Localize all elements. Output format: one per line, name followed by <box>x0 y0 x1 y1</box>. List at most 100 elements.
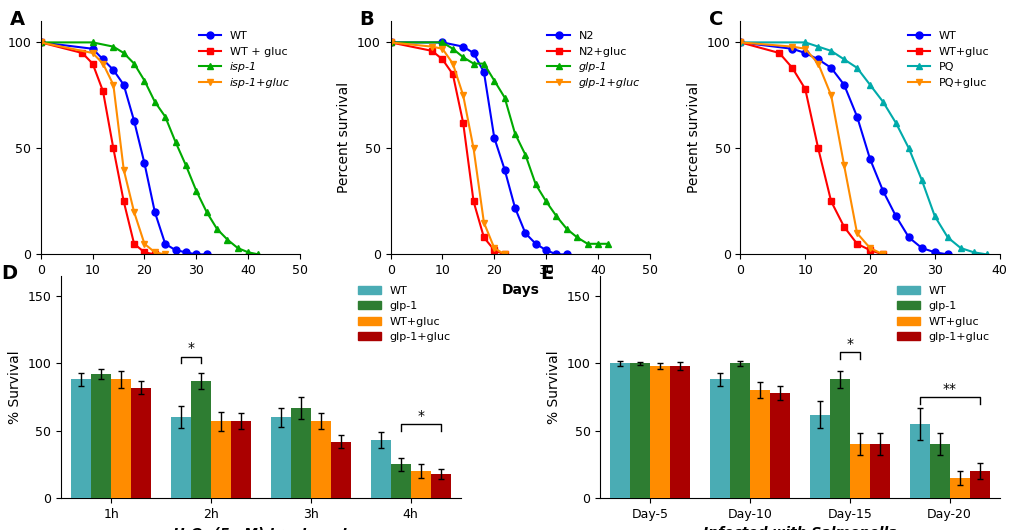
WT <box>149 209 161 215</box>
Legend: WT, glp-1, WT+gluc, glp-1+gluc: WT, glp-1, WT+gluc, glp-1+gluc <box>354 281 454 347</box>
N2+gluc <box>436 56 448 63</box>
Y-axis label: Percent survival: Percent survival <box>337 82 352 193</box>
isp-1 <box>159 113 171 120</box>
WT <box>190 251 202 258</box>
Bar <box>869 444 889 498</box>
isp-1 <box>231 245 244 251</box>
PQ+gluc <box>786 43 798 50</box>
Bar <box>91 374 111 498</box>
Bar <box>969 471 988 498</box>
WT <box>169 247 181 253</box>
WT <box>87 46 99 52</box>
PQ <box>902 145 914 152</box>
PQ <box>798 39 810 46</box>
N2 <box>529 241 541 247</box>
glp-1+gluc <box>436 46 448 52</box>
X-axis label: Days: Days <box>500 282 539 297</box>
Bar <box>649 366 669 498</box>
isp-1 <box>211 226 223 232</box>
Bar <box>909 424 928 498</box>
Y-axis label: % Survival: % Survival <box>8 350 22 423</box>
isp-1 <box>127 60 140 67</box>
PQ+gluc <box>824 92 837 99</box>
Line: PQ: PQ <box>737 39 989 258</box>
N2 <box>457 43 469 50</box>
WT <box>850 113 862 120</box>
Line: PQ+gluc: PQ+gluc <box>737 39 886 258</box>
WT <box>117 82 129 88</box>
Y-axis label: Percent survival: Percent survival <box>0 82 2 193</box>
Text: *: * <box>187 341 195 355</box>
WT <box>786 46 798 52</box>
PQ <box>838 56 850 63</box>
Line: N2: N2 <box>387 39 570 258</box>
N2+gluc <box>498 251 511 258</box>
glp-1 <box>591 241 603 247</box>
WT <box>97 56 109 63</box>
Legend: WT, glp-1, WT+gluc, glp-1+gluc: WT, glp-1, WT+gluc, glp-1+gluc <box>892 281 994 347</box>
N2+gluc <box>467 198 479 205</box>
isp-1+gluc <box>159 251 171 258</box>
glp-1+gluc <box>446 60 459 67</box>
Line: glp-1+gluc: glp-1+gluc <box>387 39 507 258</box>
glp-1 <box>446 46 459 52</box>
glp-1+gluc <box>457 92 469 99</box>
N2 <box>477 69 489 75</box>
WT <box>863 156 875 162</box>
WT+gluc <box>772 50 785 56</box>
PQ+gluc <box>850 230 862 236</box>
isp-1+gluc <box>35 39 47 46</box>
glp-1 <box>498 94 511 101</box>
Bar <box>411 471 430 498</box>
WT + gluc <box>149 251 161 258</box>
glp-1 <box>436 39 448 46</box>
WT+gluc <box>850 241 862 247</box>
WT <box>876 188 889 194</box>
WT + gluc <box>35 39 47 46</box>
N2+gluc <box>488 247 500 253</box>
X-axis label: Days: Days <box>151 282 190 297</box>
WT <box>734 39 746 46</box>
Line: isp-1+gluc: isp-1+gluc <box>38 39 168 258</box>
Line: WT: WT <box>737 39 951 258</box>
Line: glp-1: glp-1 <box>387 39 611 248</box>
PQ <box>941 234 953 241</box>
PQ <box>734 39 746 46</box>
glp-1 <box>539 198 551 205</box>
isp-1 <box>190 188 202 194</box>
Bar <box>71 379 91 498</box>
WT <box>139 160 151 166</box>
Bar <box>809 414 829 498</box>
Line: WT+gluc: WT+gluc <box>737 39 886 258</box>
Y-axis label: % Survival: % Survival <box>546 350 560 423</box>
PQ <box>811 43 823 50</box>
WT + gluc <box>107 145 119 152</box>
Line: WT + gluc: WT + gluc <box>38 39 158 258</box>
Text: C: C <box>708 10 723 29</box>
Bar <box>829 379 849 498</box>
Text: E: E <box>540 264 553 284</box>
glp-1 <box>529 181 541 188</box>
Bar <box>709 379 730 498</box>
Bar <box>211 421 230 498</box>
N2+gluc <box>457 120 469 126</box>
isp-1 <box>87 39 99 46</box>
PQ+gluc <box>838 162 850 169</box>
isp-1+gluc <box>87 50 99 56</box>
WT+gluc <box>876 251 889 258</box>
Bar <box>949 478 969 498</box>
Y-axis label: Percent survival: Percent survival <box>687 82 701 193</box>
WT <box>915 245 927 251</box>
Legend: WT, WT+gluc, PQ, PQ+gluc: WT, WT+gluc, PQ, PQ+gluc <box>903 26 994 92</box>
isp-1 <box>169 139 181 145</box>
WT+gluc <box>863 247 875 253</box>
Line: N2+gluc: N2+gluc <box>387 39 507 258</box>
WT <box>902 234 914 241</box>
WT <box>159 241 171 247</box>
Line: isp-1: isp-1 <box>38 39 262 258</box>
Text: **: ** <box>942 382 956 396</box>
isp-1+gluc <box>107 82 119 88</box>
glp-1+gluc <box>498 251 511 258</box>
Legend: N2, N2+gluc, glp-1, glp-1+gluc: N2, N2+gluc, glp-1, glp-1+gluc <box>542 26 644 92</box>
PQ <box>876 99 889 105</box>
